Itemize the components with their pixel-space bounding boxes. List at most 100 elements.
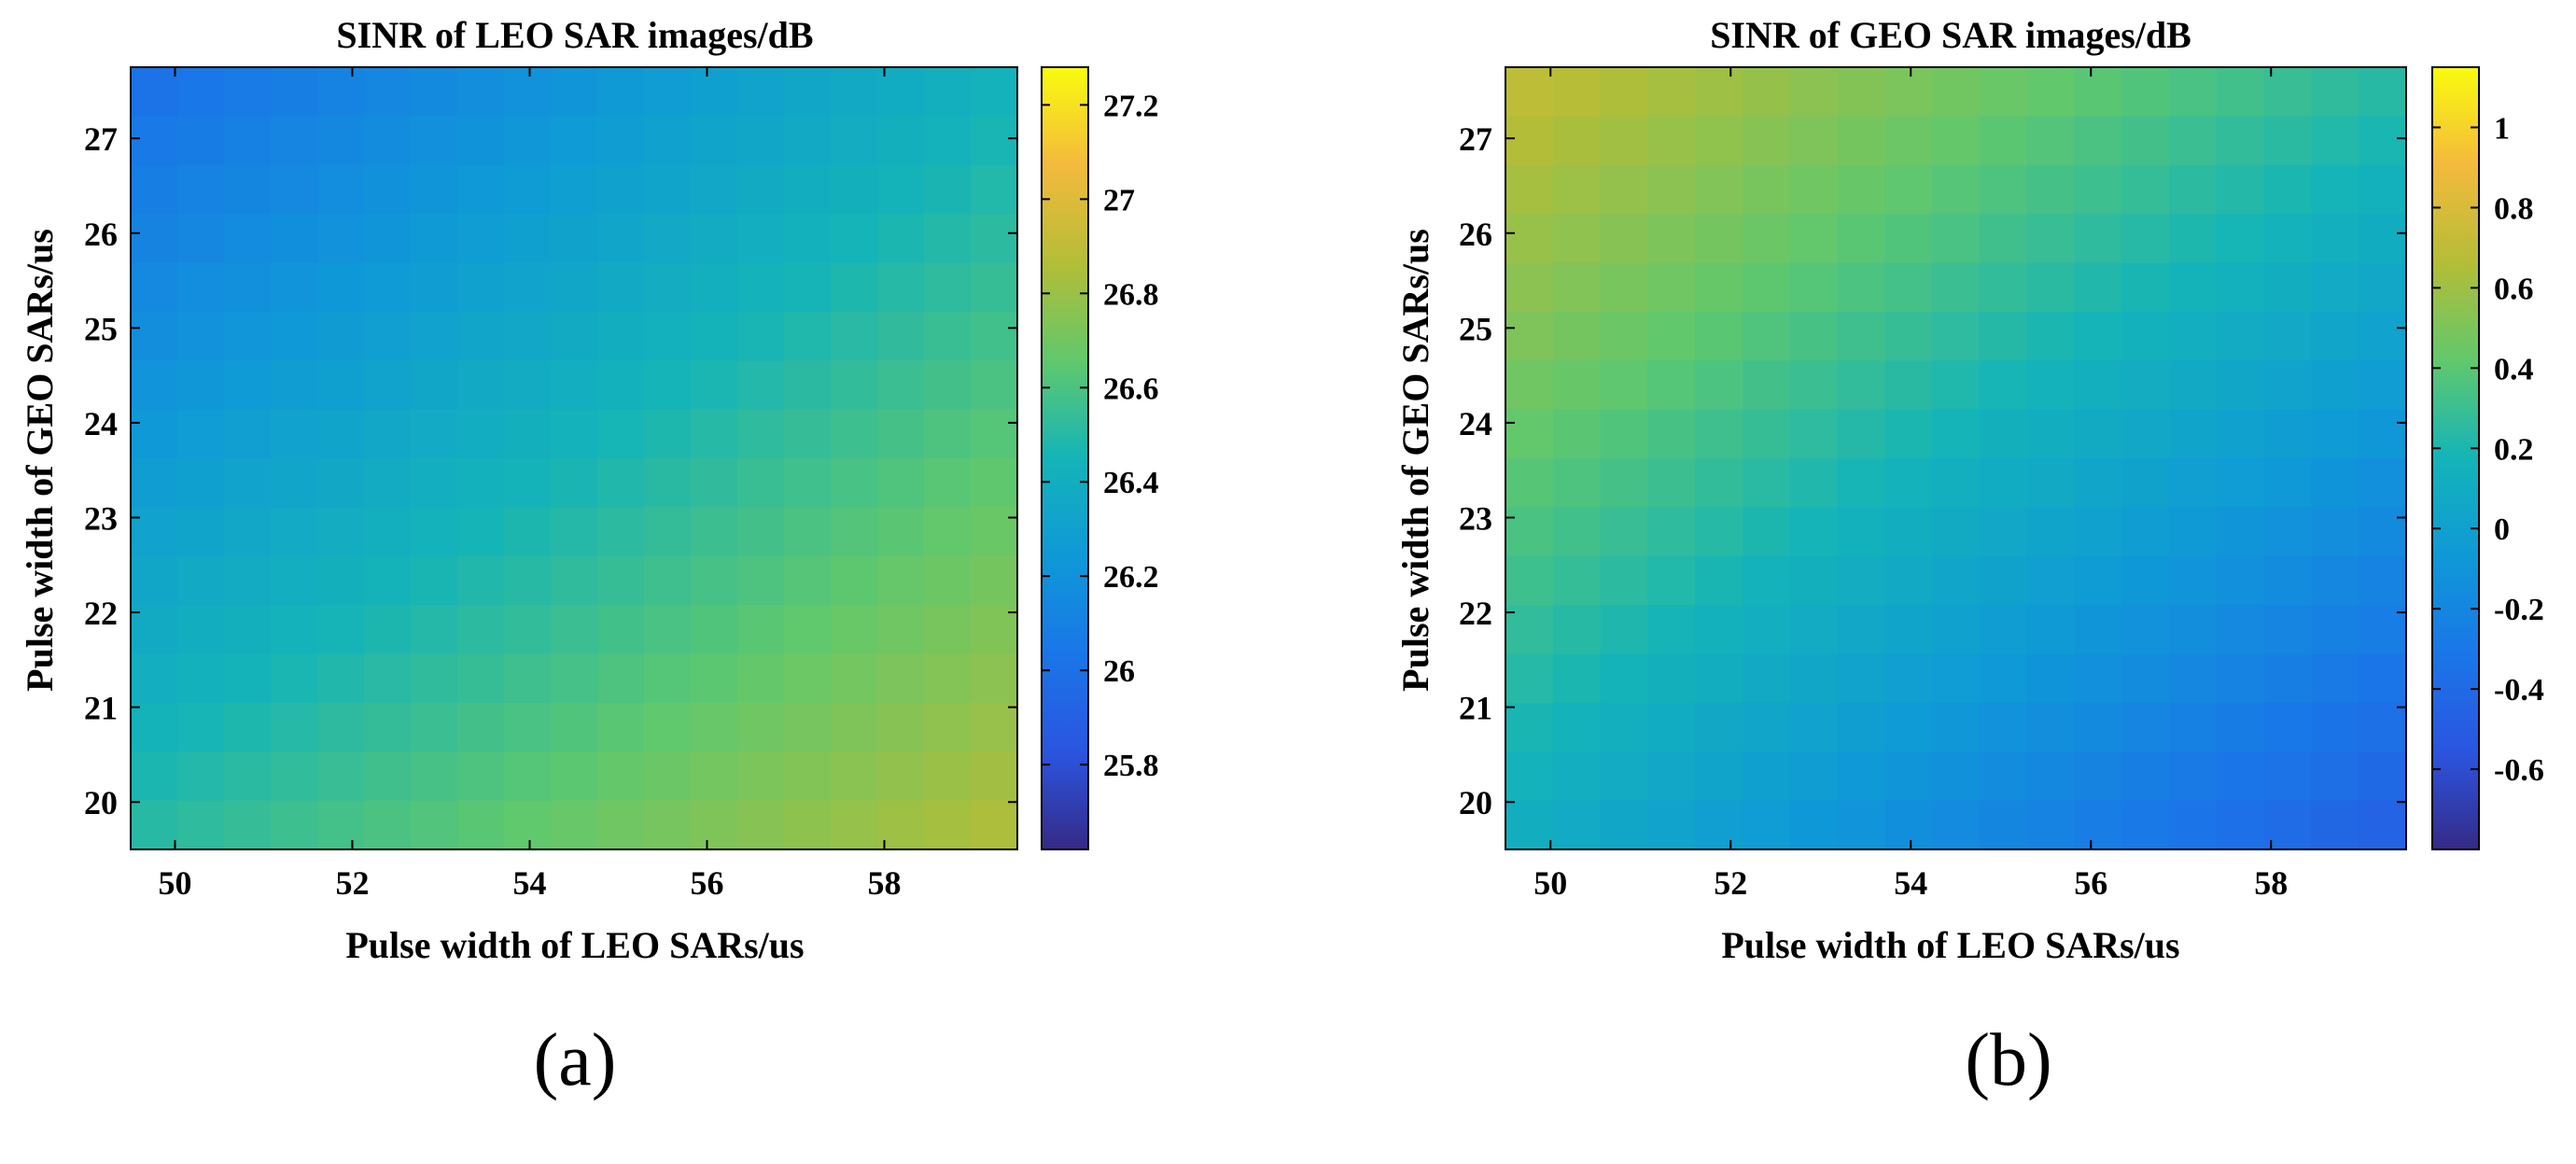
y-tick-label: 25 — [1459, 310, 1492, 347]
heatmap-cell — [504, 751, 552, 802]
heatmap-cell — [1742, 653, 1791, 704]
heatmap-cell — [1552, 311, 1602, 361]
heatmap-cell — [131, 164, 178, 215]
plot-frame — [1505, 66, 2407, 850]
heatmap-cell — [1552, 164, 1602, 215]
heatmap-cell — [551, 555, 598, 606]
heatmap-cell — [1647, 751, 1696, 802]
heatmap-cell — [317, 458, 365, 508]
heatmap-cell — [1884, 116, 1933, 166]
heatmap-cell — [737, 751, 785, 802]
heatmap-cell — [2311, 116, 2359, 166]
heatmap-cell — [457, 311, 505, 361]
heatmap-cell — [271, 751, 318, 802]
heatmap-cell — [877, 311, 925, 361]
heatmap-cell — [364, 262, 412, 313]
chart-panel-a: SINR of LEO SAR images/dB 50 52 54 56 58 202… — [19, 14, 1159, 1101]
heatmap-cell — [877, 751, 925, 802]
heatmap-cell — [2121, 67, 2170, 117]
heatmap-cell — [1789, 311, 1839, 361]
heatmap-cell — [457, 164, 505, 215]
heatmap-cell — [2074, 67, 2122, 117]
y-tick-label: 24 — [84, 405, 118, 442]
heatmap-cell — [1789, 800, 1839, 850]
heatmap-cell — [2311, 311, 2359, 361]
x-tick-label: 50 — [1533, 864, 1567, 902]
heatmap-cell — [2263, 164, 2313, 215]
heatmap-cell — [317, 653, 365, 704]
heatmap-cell — [1647, 555, 1696, 606]
heatmap-cell — [364, 67, 412, 117]
heatmap-cell — [784, 116, 832, 166]
heatmap-cell — [551, 507, 598, 557]
heatmap-cell — [2026, 409, 2076, 459]
heatmap-cell — [971, 555, 1018, 606]
heatmap-cell — [2121, 116, 2170, 166]
heatmap-cell — [271, 214, 318, 264]
heatmap-cell — [1789, 507, 1839, 557]
heatmap-cell — [2169, 409, 2218, 459]
heatmap-cell — [2359, 311, 2407, 361]
heatmap-cell — [2121, 458, 2170, 508]
heatmap-cell — [2026, 164, 2076, 215]
heatmap-cell — [504, 507, 552, 557]
heatmap-cell — [1647, 67, 1696, 117]
heatmap-cell — [364, 214, 412, 264]
heatmap-cell — [2074, 458, 2122, 508]
heatmap-cell — [1552, 458, 1602, 508]
heatmap-cell — [2169, 262, 2218, 313]
heatmap-cell — [924, 409, 972, 459]
colorbar-ticks: -0.6 -0.4 -0.2 0 0.2 0.4 0.6 0.8 1 — [2432, 111, 2544, 788]
heatmap-cell — [971, 214, 1018, 264]
heatmap-cell — [1742, 751, 1791, 802]
colorbar-tick-label: 0.6 — [2494, 272, 2534, 306]
heatmap-cell — [2311, 262, 2359, 313]
heatmap-cell — [784, 214, 832, 264]
heatmap-cell — [224, 458, 272, 508]
heatmap-cell — [1600, 555, 1648, 606]
heatmap-cell — [271, 360, 318, 411]
heatmap-cell — [1552, 409, 1602, 459]
heatmap-cell — [1884, 653, 1933, 704]
heatmap-cell — [1884, 311, 1933, 361]
heatmap-cell — [457, 262, 505, 313]
heatmap-cell — [411, 116, 458, 166]
heatmap-cell — [1932, 360, 1981, 411]
heatmap-cell — [2311, 214, 2359, 264]
x-tick-label: 50 — [159, 864, 192, 902]
x-axis-label: Pulse width of LEO SARs/us — [1721, 924, 2179, 966]
heatmap-cell — [2263, 507, 2313, 557]
heatmap-cell — [504, 311, 552, 361]
heatmap-cell — [1932, 555, 1981, 606]
colorbar-tick-label: 0.4 — [2494, 352, 2534, 386]
heatmap-cell — [1932, 311, 1981, 361]
heatmap-cell — [1742, 800, 1791, 850]
heatmap-cell — [2216, 507, 2265, 557]
heatmap-cell — [691, 214, 738, 264]
heatmap-cell — [1884, 507, 1933, 557]
heatmap-cell — [1884, 605, 1933, 655]
heatmap-cell — [737, 164, 785, 215]
heatmap-cell — [1695, 311, 1743, 361]
heatmap-cell — [551, 409, 598, 459]
heatmap-cell — [2359, 214, 2407, 264]
heatmap-cell — [644, 555, 692, 606]
heatmap-cell — [2359, 751, 2407, 802]
heatmap-cell — [2169, 702, 2218, 752]
heatmap-cell — [2026, 67, 2076, 117]
heatmap-cell — [971, 67, 1018, 117]
heatmap-cell — [691, 555, 738, 606]
heatmap-cell — [2074, 605, 2122, 655]
heatmap-cell — [597, 507, 645, 557]
heatmap-cell — [831, 605, 878, 655]
colorbar-tick-label: 25.8 — [1103, 749, 1159, 783]
heatmap-cell — [2359, 800, 2407, 850]
heatmap-cell — [1979, 800, 2028, 850]
heatmap-cell — [504, 214, 552, 264]
plot-frame — [130, 66, 1018, 850]
heatmap-cell — [1789, 458, 1839, 508]
heatmap-cell — [1837, 214, 1885, 264]
heatmap-cell — [1647, 458, 1696, 508]
heatmap-cell — [551, 702, 598, 752]
heatmap-cell — [784, 653, 832, 704]
